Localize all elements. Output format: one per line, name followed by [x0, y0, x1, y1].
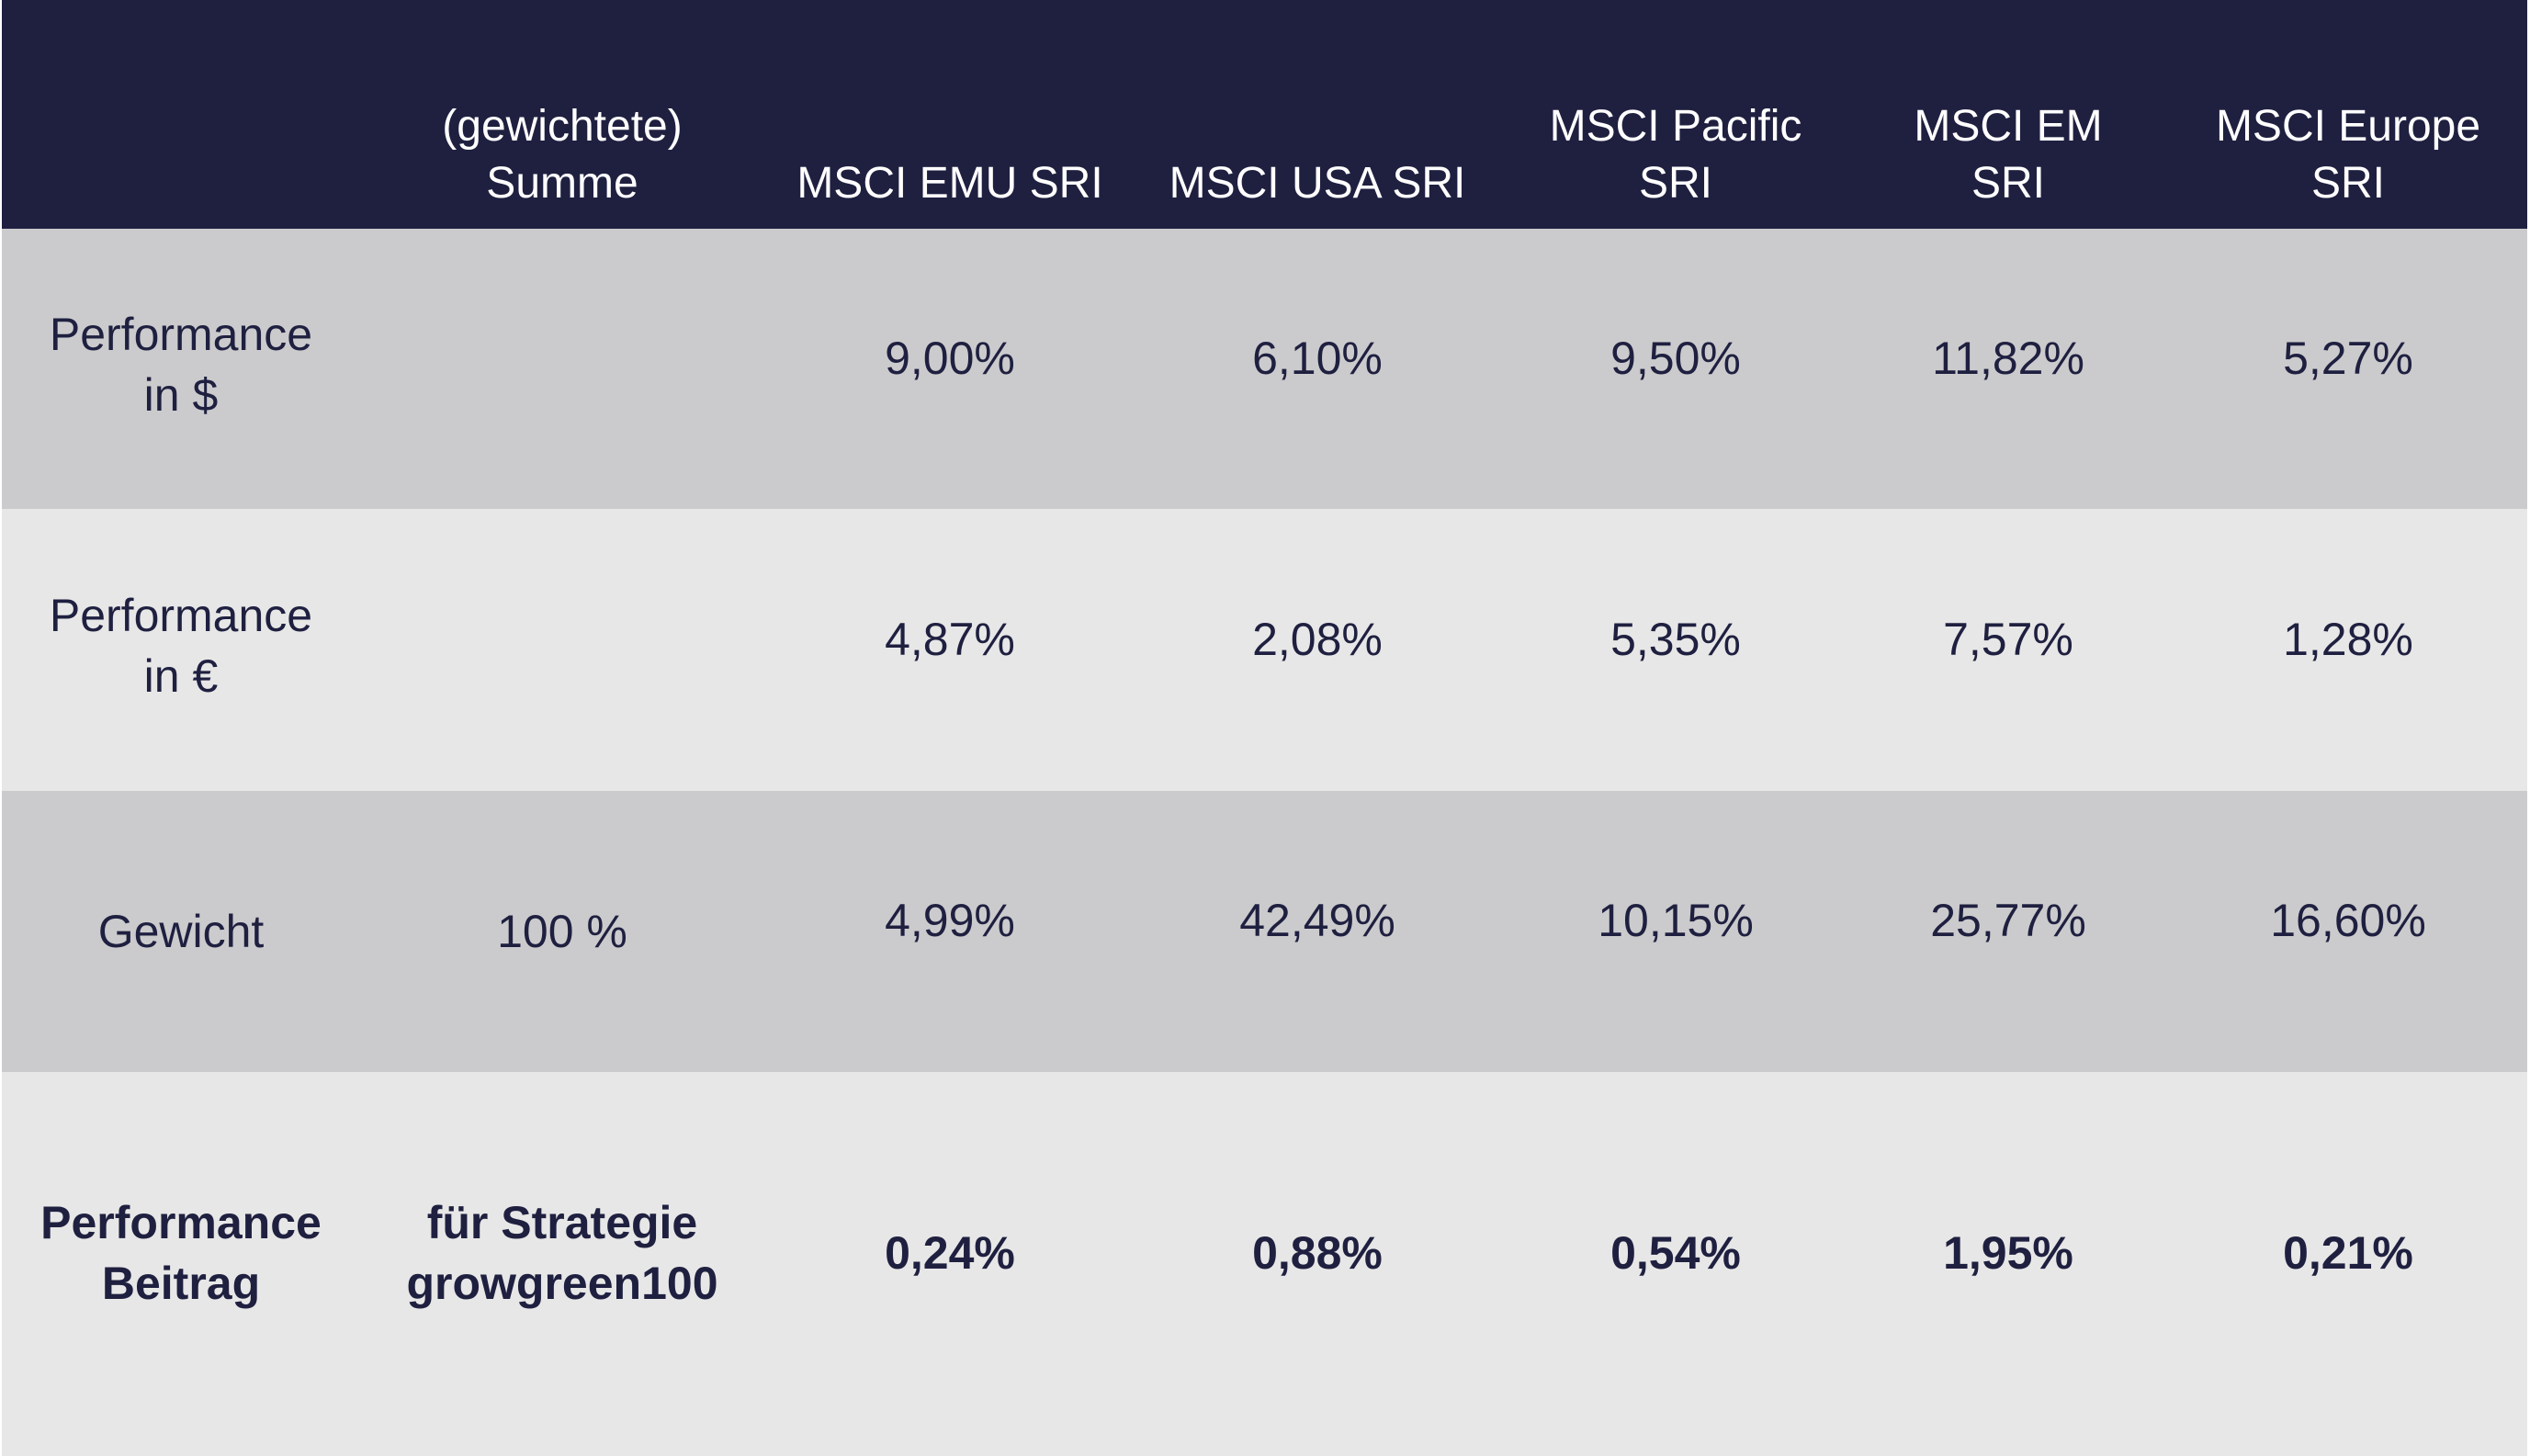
value-cell: 5,35% — [1610, 613, 1741, 665]
value-cell: 6,10% — [1252, 332, 1383, 384]
table-row-performance-eur: Performance in € 4,87% 2,08% 5,35% 7,57%… — [2, 509, 2527, 791]
value-cell: 0,54% — [1610, 1227, 1741, 1279]
header-cell-msci-europe-sri: MSCI Europe SRI — [2215, 102, 2481, 208]
value-cell: 2,08% — [1252, 613, 1383, 665]
value-cell: 10,15% — [1598, 895, 1754, 946]
value-cell: 0,24% — [885, 1227, 1015, 1279]
header-cell-msci-emu-sri: MSCI EMU SRI — [796, 159, 1103, 208]
value-cell: 5,27% — [2283, 332, 2413, 384]
value-cell: 11,82% — [1932, 332, 2084, 384]
row-label: Gewicht — [97, 906, 265, 957]
value-cell: 1,28% — [2283, 613, 2413, 665]
header-cell-msci-em-sri: MSCI EM SRI — [1914, 102, 2103, 208]
row-sum — [378, 229, 746, 509]
table-row-performance-contribution: Performance Beitrag für Strategie growgr… — [2, 1072, 2527, 1456]
value-cell: 1,95% — [1943, 1227, 2073, 1279]
value-cell: 0,21% — [2283, 1227, 2413, 1279]
value-cell: 9,50% — [1610, 332, 1741, 384]
value-cell: 25,77% — [1930, 895, 2086, 946]
header-cell-empty — [2, 0, 360, 229]
value-cell: 42,49% — [1239, 895, 1395, 946]
value-cell: 16,60% — [2270, 895, 2426, 946]
row-sum: 100 % — [497, 906, 627, 957]
value-cell: 7,57% — [1943, 613, 2073, 665]
value-cell: 9,00% — [885, 332, 1015, 384]
table-header: (gewichtete) Summe MSCI EMU SRI MSCI USA… — [2, 0, 2527, 229]
value-cell: 0,88% — [1252, 1227, 1383, 1279]
table-row-weight: Gewicht 100 % 4,99% 42,49% 10,15% 25,77%… — [2, 791, 2527, 1072]
table-row-performance-usd: Performance in $ 9,00% 6,10% 9,50% 11,82… — [2, 229, 2527, 509]
row-sum: für Strategie growgreen100 — [406, 1197, 718, 1309]
row-label: Performance in $ — [49, 308, 313, 421]
row-label: Performance in € — [49, 589, 313, 702]
header-cell-msci-usa-sri: MSCI USA SRI — [1169, 159, 1466, 208]
value-cell: 4,99% — [885, 895, 1015, 946]
header-cell-msci-pacific-sri: MSCI Pacific SRI — [1549, 102, 1802, 208]
row-label: Performance Beitrag — [40, 1197, 322, 1309]
header-cell-weighted-sum: (gewichtete) Summe — [442, 102, 683, 208]
row-sum — [378, 509, 746, 791]
value-cell: 4,87% — [885, 613, 1015, 665]
